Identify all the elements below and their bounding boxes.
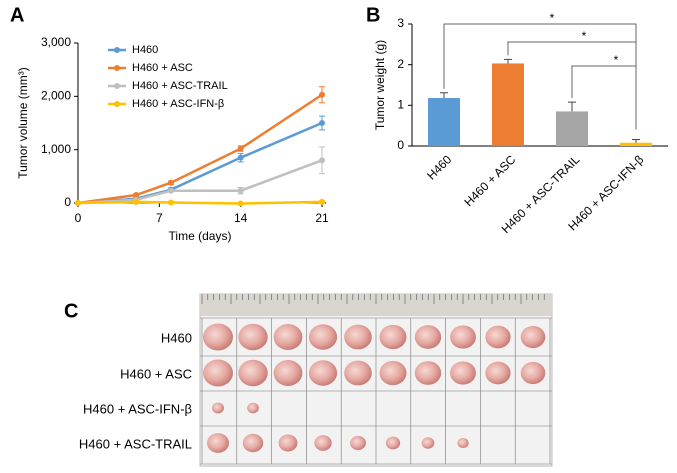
point	[237, 154, 244, 161]
point	[237, 187, 244, 194]
panel-label: B	[366, 4, 380, 26]
tumor	[520, 361, 546, 385]
point	[167, 179, 174, 186]
point	[319, 198, 325, 205]
error-bar	[632, 138, 640, 143]
bar	[620, 142, 652, 146]
x-axis-label: Time (days)	[169, 229, 232, 243]
x-tick-label: 21	[315, 211, 329, 225]
y-tick-label: 2,000	[41, 89, 71, 103]
legend-label: H460	[132, 44, 158, 56]
significance-label: *	[582, 29, 587, 43]
x-tick-label: 7	[156, 211, 163, 225]
tumor	[379, 324, 407, 350]
y-tick-label: 3	[397, 16, 404, 30]
tumor	[238, 359, 268, 387]
y-tick-label: 1	[397, 98, 404, 112]
tumor	[414, 325, 442, 349]
point	[133, 198, 140, 205]
tumor	[273, 324, 303, 350]
y-tick-label: 0	[64, 195, 71, 209]
tumor	[379, 360, 407, 386]
tumor	[385, 436, 401, 450]
tumor	[203, 359, 233, 387]
significance-label: *	[614, 53, 619, 67]
tumor	[450, 325, 476, 349]
tumor	[421, 437, 435, 449]
legend-label: H460 + ASC-TRAIL	[132, 80, 228, 92]
tumor	[350, 435, 366, 451]
point	[167, 187, 174, 194]
x-tick-label: 0	[75, 211, 82, 225]
tumor	[247, 402, 259, 414]
error-bar	[504, 58, 512, 64]
tumor	[344, 324, 372, 350]
row-label: H460 + ASC-TRAIL	[79, 436, 192, 451]
point	[75, 200, 81, 206]
row-label: H460 + ASC-IFN-β	[83, 401, 192, 416]
significance-label: *	[550, 11, 555, 25]
legend-marker	[114, 101, 120, 107]
tumor-photo	[199, 293, 553, 467]
point	[237, 145, 244, 152]
series-line	[77, 159, 323, 205]
tumor	[344, 360, 372, 386]
tumor	[308, 360, 338, 386]
tumor	[520, 325, 546, 349]
point	[237, 200, 244, 207]
point	[133, 192, 140, 198]
tumor	[207, 433, 229, 453]
x-tick-label: H460	[424, 152, 454, 182]
tumor	[308, 324, 338, 350]
legend-label: H460 + ASC-IFN-β	[132, 98, 224, 110]
bar	[492, 63, 524, 146]
series-line	[77, 200, 323, 205]
x-tick-label: 14	[234, 211, 248, 225]
error-bar	[440, 92, 448, 99]
legend-marker	[114, 65, 120, 71]
ruler	[200, 294, 552, 316]
significance-bracket	[443, 23, 637, 130]
tumor	[457, 437, 469, 449]
y-tick-label: 0	[397, 138, 404, 152]
x-tick-label: H460 + ASC	[462, 152, 519, 209]
tumor	[485, 361, 511, 385]
tumor	[414, 361, 442, 385]
point	[319, 157, 325, 164]
y-tick-label: 1,000	[41, 142, 71, 156]
y-tick-label: 2	[397, 57, 404, 71]
tumor	[242, 433, 264, 453]
y-axis-label: Tumor weight (g)	[373, 40, 387, 130]
row-label: H460 + ASC	[120, 366, 192, 381]
point	[319, 91, 325, 98]
tumor	[203, 323, 233, 351]
tumor	[238, 323, 268, 351]
panel-label: A	[10, 4, 24, 26]
bar	[428, 98, 460, 146]
point	[167, 199, 174, 206]
tumor	[450, 361, 476, 385]
panel-label: C	[64, 300, 78, 322]
tumor	[273, 360, 303, 386]
tumor	[485, 325, 511, 349]
legend-label: H460 + ASC	[132, 62, 193, 74]
legend-marker	[114, 47, 120, 53]
tumor	[314, 435, 332, 451]
error-bar	[568, 101, 576, 112]
y-tick-label: 3,000	[41, 35, 71, 49]
series-line	[77, 93, 323, 205]
tumor	[212, 402, 224, 414]
significance-bracket	[571, 65, 637, 122]
row-label: H460	[161, 330, 192, 345]
bar	[556, 111, 588, 146]
legend-marker	[114, 83, 120, 89]
point	[319, 120, 325, 126]
y-axis-label: Tumor volume (mm³)	[16, 67, 30, 179]
tumor	[278, 434, 298, 452]
